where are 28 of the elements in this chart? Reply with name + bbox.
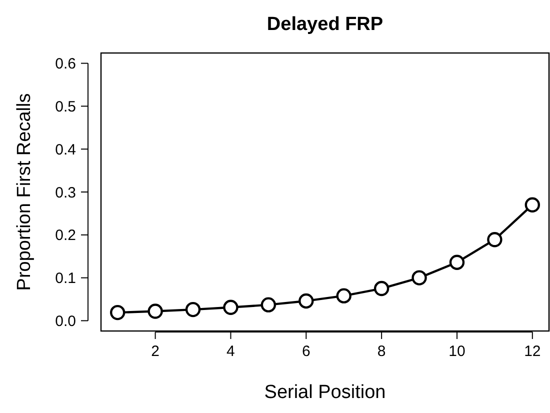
y-tick-label: 0.1 bbox=[55, 270, 76, 288]
point bbox=[412, 270, 427, 286]
x-tick-label: 4 bbox=[226, 343, 235, 360]
x-tick-label: 2 bbox=[151, 343, 160, 360]
chart-title: Delayed FRP bbox=[266, 14, 384, 35]
y-axis-title: Proportion First Recalls bbox=[14, 93, 35, 291]
x-tick-label: 10 bbox=[448, 343, 466, 360]
point bbox=[298, 293, 314, 309]
y-tick-label: 0.2 bbox=[55, 227, 76, 244]
y-tick-label: 0.5 bbox=[55, 98, 76, 116]
point bbox=[524, 197, 540, 212]
point bbox=[260, 297, 276, 312]
y-tick-label: 0.3 bbox=[55, 184, 76, 202]
point bbox=[487, 232, 502, 248]
point bbox=[336, 288, 352, 304]
x-tick-label: 8 bbox=[377, 343, 386, 360]
x-axis-title: Serial Position bbox=[264, 382, 386, 403]
point bbox=[449, 254, 465, 270]
point bbox=[185, 302, 201, 318]
point bbox=[148, 304, 163, 319]
point bbox=[374, 280, 390, 296]
y-tick-label: 0.4 bbox=[55, 141, 76, 158]
x-tick-label: 6 bbox=[302, 343, 310, 360]
point bbox=[110, 304, 126, 320]
y-tick-label: 0.0 bbox=[55, 312, 76, 330]
point bbox=[223, 300, 238, 316]
x-tick-label: 12 bbox=[524, 343, 541, 360]
y-tick-label: 0.6 bbox=[55, 56, 76, 73]
